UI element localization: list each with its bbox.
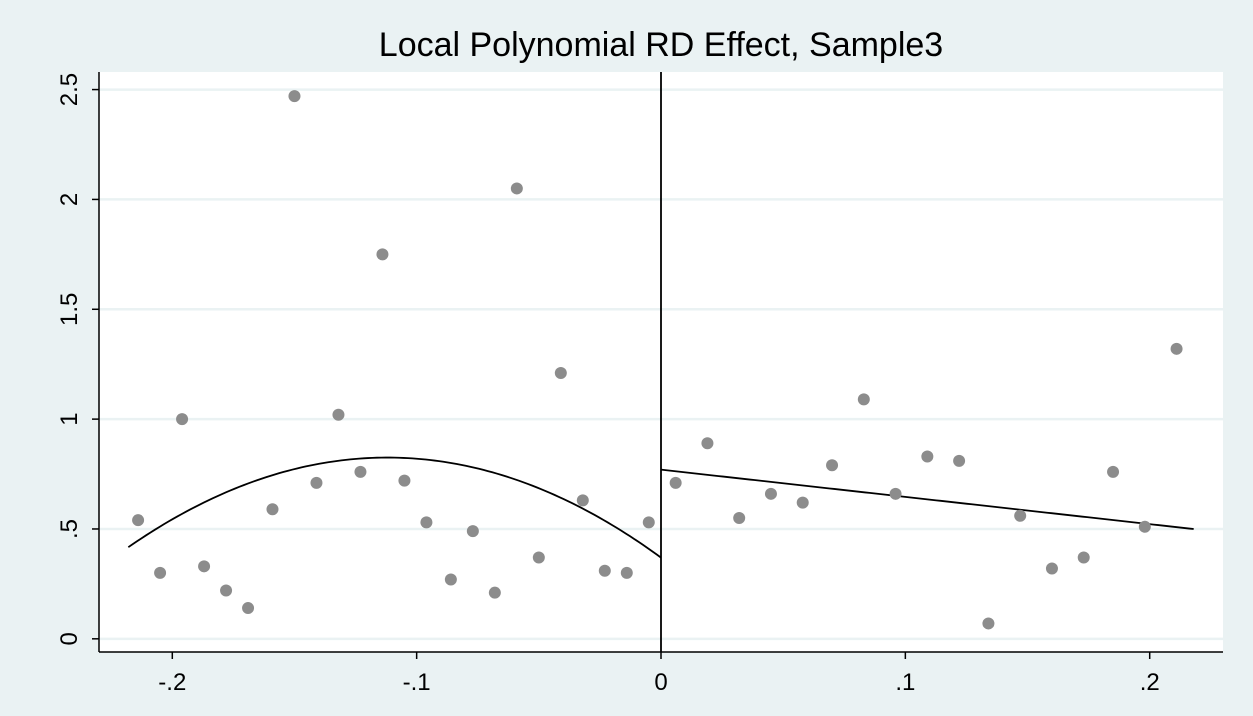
data-point <box>669 476 682 489</box>
data-point <box>1045 562 1058 575</box>
data-point <box>1138 520 1151 533</box>
fit-lines <box>127 456 1194 559</box>
data-point <box>642 516 655 529</box>
data-point <box>354 465 367 478</box>
y-tick-label: 2 <box>56 193 83 206</box>
data-point <box>444 573 457 586</box>
data-point <box>532 551 545 564</box>
data-point <box>554 366 567 379</box>
data-point <box>1014 509 1027 522</box>
data-point <box>332 408 345 421</box>
data-point <box>288 90 301 103</box>
y-tick-label: 0 <box>56 632 83 645</box>
data-point <box>242 602 255 615</box>
data-point <box>764 487 777 500</box>
scatter-points <box>132 90 1183 630</box>
data-point <box>266 503 279 516</box>
data-point <box>826 459 839 472</box>
data-point <box>953 454 966 467</box>
data-point <box>701 437 714 450</box>
data-point <box>220 584 233 597</box>
data-point <box>857 393 870 406</box>
data-point <box>510 182 523 195</box>
data-point <box>982 617 995 630</box>
x-tick-label: 0 <box>654 669 667 696</box>
data-point <box>889 487 902 500</box>
data-point <box>576 494 589 507</box>
data-point <box>1077 551 1090 564</box>
data-point <box>420 516 433 529</box>
y-tick-label: 1.5 <box>56 293 83 326</box>
data-point <box>1107 465 1120 478</box>
data-point <box>598 564 611 577</box>
fit-line-right <box>660 468 1194 530</box>
data-point <box>398 474 411 487</box>
data-point <box>733 511 746 524</box>
data-point <box>620 566 633 579</box>
data-point <box>466 525 479 538</box>
chart-title: Local Polynomial RD Effect, Sample3 <box>379 26 943 64</box>
data-point <box>176 413 189 426</box>
fit-line-left <box>127 456 662 559</box>
x-tick-label: -.1 <box>403 669 431 696</box>
data-point <box>796 496 809 509</box>
data-point <box>198 560 211 573</box>
data-point <box>488 586 501 599</box>
data-point <box>310 476 323 489</box>
axes: 0 .5 1 1.5 2 2.5 -.2 -.1 0 .1 .2 <box>56 72 1223 696</box>
data-point <box>154 566 167 579</box>
y-tick-label: 2.5 <box>56 73 83 106</box>
data-point <box>376 248 389 261</box>
data-point <box>132 514 145 527</box>
data-point <box>1170 342 1183 355</box>
x-tick-label: .2 <box>1140 669 1160 696</box>
data-point <box>921 450 934 463</box>
y-tick-label: 1 <box>56 412 83 425</box>
x-tick-label: .1 <box>895 669 915 696</box>
y-tick-label: .5 <box>56 519 83 539</box>
x-tick-label: -.2 <box>158 669 186 696</box>
